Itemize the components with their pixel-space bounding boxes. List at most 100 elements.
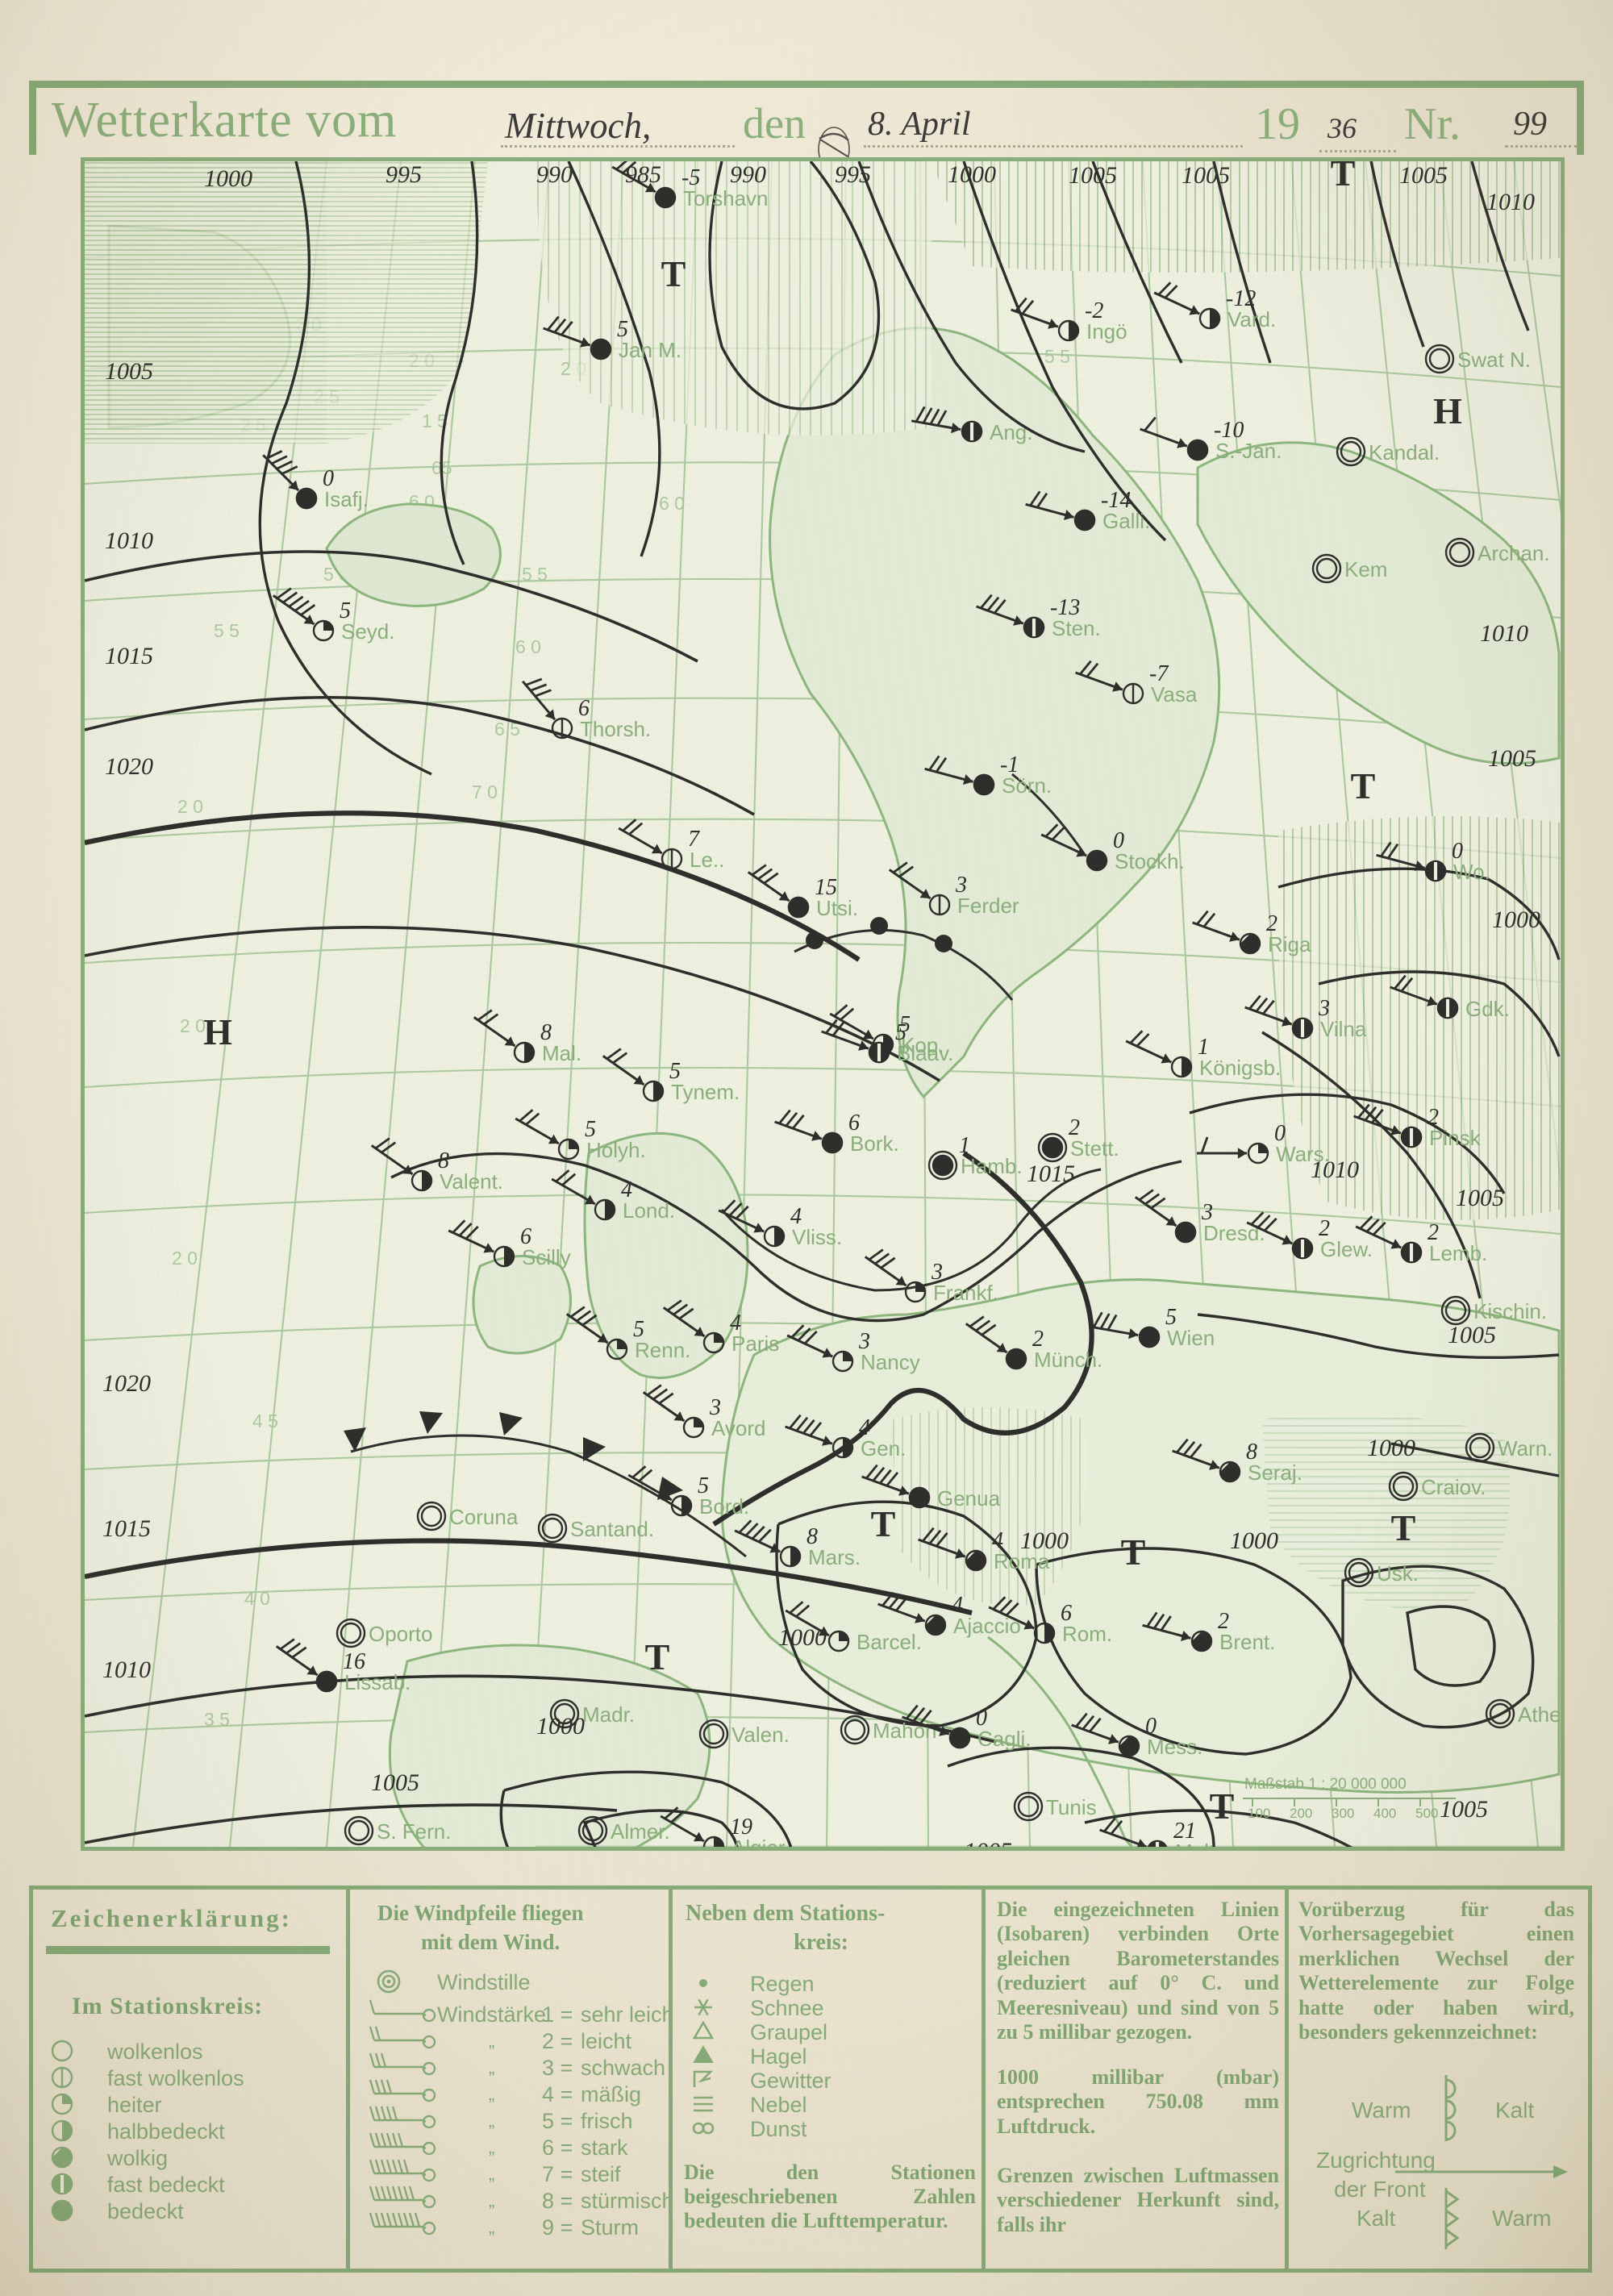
weather-station[interactable]: Ingö-2 <box>1011 297 1127 344</box>
weather-station[interactable]: Blaav.5 <box>821 1019 954 1065</box>
weather-station[interactable]: Sörn.-1 <box>924 752 1052 798</box>
weather-station[interactable]: Holyh.5 <box>515 1109 646 1162</box>
weather-station[interactable]: Kop.5 <box>829 1004 944 1057</box>
station-name: Barcel. <box>857 1630 922 1654</box>
weather-station[interactable]: Mess.0 <box>1071 1712 1203 1759</box>
weather-station[interactable]: Swat N. <box>1424 344 1531 374</box>
station-name: Swat N. <box>1457 348 1531 372</box>
weather-station[interactable]: Renn.5 <box>565 1306 691 1362</box>
scale-tick-label: 300 <box>1332 1806 1354 1821</box>
weather-station[interactable]: Mal.8 <box>473 1009 581 1065</box>
weather-station[interactable]: Archan. <box>1444 537 1550 568</box>
weather-station[interactable]: Wo.0 <box>1376 839 1490 884</box>
legend-symbol-label: Regen <box>750 1972 815 1996</box>
weather-station[interactable]: Vasa-7 <box>1075 660 1198 706</box>
weather-station[interactable]: Barcel. <box>785 1601 922 1654</box>
weather-station[interactable]: Gen.4 <box>785 1414 907 1461</box>
low-pressure-marker: T <box>661 253 686 294</box>
weather-station[interactable]: Vliss.4 <box>718 1199 842 1249</box>
weather-station[interactable]: Frankf.3 <box>864 1248 998 1305</box>
weather-station[interactable]: Rom.6 <box>988 1596 1112 1646</box>
weather-station[interactable]: Oporto <box>336 1618 433 1648</box>
legend-wind-term: mäßig <box>581 2082 641 2106</box>
weather-station[interactable]: Kischin. <box>1440 1295 1547 1326</box>
weather-station[interactable]: Lond.4 <box>551 1169 675 1223</box>
weather-station[interactable]: Münch.2 <box>965 1315 1103 1372</box>
weather-station[interactable]: Lissab.16 <box>275 1638 411 1694</box>
weather-station[interactable]: Torshavn-5 <box>611 161 769 210</box>
weather-station[interactable]: Kandal. <box>1336 436 1440 467</box>
weather-station[interactable]: Almer. <box>577 1815 670 1846</box>
weather-station[interactable]: Lemb.2 <box>1355 1215 1487 1265</box>
station-name: Thorsh. <box>580 717 651 741</box>
weather-station[interactable]: Tynem.5 <box>602 1048 740 1104</box>
weather-station[interactable]: Ang. <box>911 406 1033 444</box>
weather-station[interactable]: Malta21 <box>1099 1817 1227 1847</box>
weather-station[interactable]: Warn. <box>1465 1432 1553 1463</box>
weather-station[interactable]: Thorsh.6 <box>521 677 651 741</box>
weather-station[interactable]: Mahon <box>840 1715 937 1745</box>
weather-station[interactable]: Mars.8 <box>734 1519 861 1569</box>
weather-station[interactable]: Madr. <box>549 1698 635 1729</box>
weather-station[interactable]: Athen <box>1485 1698 1561 1729</box>
weather-map-canvas[interactable]: 3 0 2 5 3 0 2 5 2 0 1 5 6 5 2 0 6 0 5 0 5 5 … <box>81 157 1565 1851</box>
station-temperature: 2 <box>1428 1220 1439 1245</box>
weather-station[interactable]: Bord.5 <box>627 1465 749 1519</box>
legend-symbol-row: Graupel <box>692 2020 827 2044</box>
weather-station[interactable]: Vard.-12 <box>1153 281 1276 331</box>
weather-station[interactable]: Dresd.3 <box>1134 1189 1265 1245</box>
weather-station[interactable]: Stett.2 <box>1037 1115 1119 1163</box>
weather-station[interactable]: Hamb.1 <box>927 1133 1023 1181</box>
weather-station[interactable]: Bork.6 <box>774 1109 899 1156</box>
scale-tick-label: 500 <box>1415 1806 1438 1821</box>
weather-station[interactable]: Valent.8 <box>370 1137 503 1194</box>
weather-station[interactable]: Craiov. <box>1388 1471 1486 1502</box>
station-name: Madr. <box>582 1702 635 1727</box>
weather-station[interactable]: Jan M.5 <box>543 315 681 362</box>
legend-col3-heading-line2: kreis: <box>794 1930 848 1955</box>
weather-station[interactable]: S. Fern. <box>344 1815 451 1846</box>
weather-station[interactable]: Algier19 <box>660 1806 786 1847</box>
weather-station[interactable]: Sten.-13 <box>976 594 1101 640</box>
weather-station[interactable]: Coruna <box>416 1501 519 1531</box>
weather-station[interactable]: Brent.2 <box>1142 1609 1276 1654</box>
weather-station[interactable]: Gdk. <box>1390 974 1510 1021</box>
weather-station[interactable]: Genua <box>861 1464 1001 1511</box>
weather-station[interactable]: Seyd.5 <box>272 587 395 644</box>
station-name: Renn. <box>635 1338 690 1362</box>
weather-station[interactable]: Stockh.0 <box>1040 823 1185 873</box>
weather-station[interactable]: Tunis <box>1013 1791 1097 1822</box>
weather-station[interactable]: Königsb.1 <box>1125 1030 1281 1080</box>
weather-station[interactable]: Santand. <box>537 1513 654 1544</box>
weather-station[interactable]: Galli.-14 <box>1025 488 1151 533</box>
legend-cover-label: fast wolkenlos <box>107 2066 244 2090</box>
weather-station[interactable]: S.-Jan.-10 <box>1140 416 1282 463</box>
weather-station[interactable]: Kem <box>1311 553 1387 584</box>
weather-station[interactable]: Isafj.0 <box>262 450 369 511</box>
station-temperature: 2 <box>1266 911 1277 936</box>
header-left-border <box>29 81 36 155</box>
weather-station[interactable]: Wars.0 <box>1197 1121 1330 1166</box>
weather-station[interactable]: Valen. <box>698 1719 790 1749</box>
station-name: Seyd. <box>341 619 395 644</box>
weather-station[interactable]: Glew.2 <box>1246 1211 1373 1261</box>
weather-station[interactable]: Utsi.15 <box>747 864 858 920</box>
weather-station[interactable]: Usk. <box>1344 1557 1419 1588</box>
station-temperature: 2 <box>1218 1609 1229 1634</box>
isobar-label: 1010 <box>1311 1156 1359 1183</box>
weather-station[interactable]: Cagli.0 <box>902 1704 1032 1751</box>
weather-station[interactable]: Le..7 <box>618 819 724 872</box>
weather-station[interactable]: Seraj.8 <box>1172 1438 1302 1485</box>
